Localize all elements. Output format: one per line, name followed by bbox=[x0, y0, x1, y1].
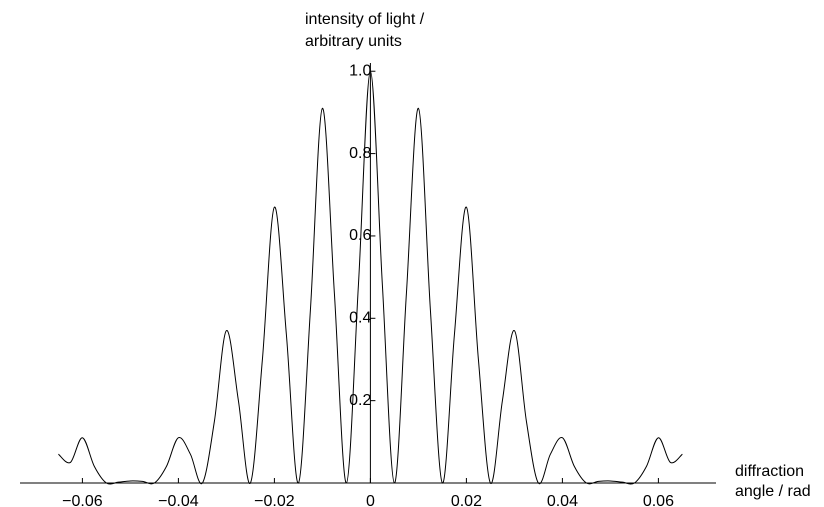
intensity-curve bbox=[58, 70, 683, 485]
x-tick-label: 0 bbox=[366, 493, 375, 507]
x-tick-label: −0.02 bbox=[254, 493, 295, 507]
x-axis-label: diffraction bbox=[735, 463, 804, 480]
x-tick-label: 0.06 bbox=[643, 493, 674, 507]
x-tick-label: 0.02 bbox=[451, 493, 482, 507]
y-tick-label: 0.4 bbox=[349, 310, 371, 327]
y-axis-label: intensity of light / bbox=[305, 11, 425, 28]
x-tick-label: −0.04 bbox=[158, 493, 199, 507]
x-tick-label: 0.04 bbox=[547, 493, 578, 507]
x-axis-label: angle / rad bbox=[735, 483, 811, 500]
x-tick-label: −0.06 bbox=[62, 493, 103, 507]
y-tick-label: 0.6 bbox=[349, 227, 371, 244]
y-axis-label: arbitrary units bbox=[305, 33, 402, 50]
y-tick-label: 0.8 bbox=[349, 145, 371, 162]
y-tick-label: 0.2 bbox=[349, 392, 371, 409]
y-tick-label: 1.0 bbox=[349, 62, 371, 79]
